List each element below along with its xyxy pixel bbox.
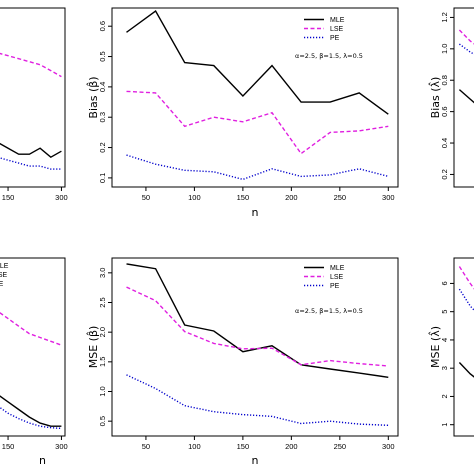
plot-frame (0, 7, 66, 188)
y-tick-label: 0.2 (98, 142, 107, 152)
x-axis-title: n (252, 454, 259, 467)
y-tick-label: 1.2 (440, 12, 449, 22)
legend-label-pe: PE (330, 283, 340, 290)
panel-mse-alpha: 150 300 n MLE LSE PE (0, 257, 68, 467)
legend-label-mle: MLE (0, 263, 9, 270)
y-tick-label: 1 (440, 423, 449, 427)
plot-frame (453, 7, 474, 188)
x-axis-title: n (252, 206, 259, 219)
y-tick-label: 0.4 (98, 82, 107, 92)
series-line-pe (0, 406, 62, 430)
x-tick-label: 250 (334, 193, 347, 202)
x-tick-label: 300 (382, 442, 395, 451)
x-tick-label: 50 (142, 442, 150, 451)
y-tick-label: 4 (440, 338, 449, 342)
series-line-mle (458, 89, 474, 104)
y-axis-title: MSE (λ̂) (428, 326, 442, 368)
legend-label-lse: LSE (330, 26, 344, 33)
plot-frame (0, 257, 66, 437)
series-line-mle (126, 263, 389, 378)
x-axis-title: n (39, 454, 46, 467)
x-tick-label: 100 (188, 442, 201, 451)
legend-label-pe: PE (330, 35, 340, 42)
panel-bias-beta: 50 100 150 200 250 300 0.1 0.2 0.3 0.4 0.5 0.6 Bias … (86, 7, 399, 219)
series-line-pe (458, 288, 474, 312)
series-line-mle (0, 395, 62, 427)
series-line-pe (126, 374, 389, 426)
y-tick-label: 1.0 (98, 386, 107, 396)
x-tick-label: 100 (188, 193, 201, 202)
parameter-annotation: α=2.5, β=1.5, λ=0.5 (295, 307, 363, 315)
plot-frame (453, 257, 474, 437)
y-tick-label: 2.5 (98, 297, 107, 307)
y-tick-label: 6 (440, 281, 449, 285)
y-axis-title: Bias (λ̂) (428, 77, 442, 119)
panel-mse-beta: 50 100 150 200 250 300 0.5 1.0 1.5 2.0 2.5 3.0 MSE (… (86, 257, 399, 467)
x-tick-label: 300 (55, 193, 68, 202)
legend-label-lse: LSE (330, 274, 344, 281)
y-tick-label: 0.8 (440, 75, 449, 85)
series-line-lse (126, 286, 389, 367)
x-tick-label: 200 (285, 193, 298, 202)
y-tick-label: 0.4 (440, 138, 449, 148)
y-tick-label: 3 (440, 366, 449, 370)
y-tick-label: 1.0 (440, 44, 449, 54)
y-axis-title: Bias (β̂) (86, 76, 100, 118)
series-line-mle (126, 9, 389, 115)
y-tick-label: 2.0 (98, 327, 107, 337)
legend-label-pe: PE (0, 281, 4, 288)
series-line-pe (458, 43, 474, 56)
series-line-lse (458, 266, 474, 290)
x-tick-label: 150 (2, 193, 15, 202)
y-tick-label: 0.1 (98, 173, 107, 183)
y-tick-label: 0.5 (98, 416, 107, 426)
legend-label-mle: MLE (330, 17, 345, 24)
series-line-pe (0, 157, 62, 170)
x-tick-label: 150 (237, 442, 250, 451)
x-tick-label: 150 (2, 442, 15, 451)
panel-bias-alpha: 150 300 (0, 7, 68, 202)
series-line-pe (126, 154, 389, 181)
y-tick-label: 0.2 (440, 169, 449, 179)
y-tick-label: 5 (440, 310, 449, 314)
x-tick-label: 300 (382, 193, 395, 202)
plot-frame (111, 257, 399, 437)
series-line-mle (458, 362, 474, 378)
y-tick-label: 0.3 (98, 112, 107, 122)
panel-bias-lambda: 0.2 0.4 0.6 0.8 1.0 1.2 Bias (λ̂) (428, 7, 474, 188)
x-tick-label: 300 (55, 442, 68, 451)
y-tick-label: 0.6 (98, 21, 107, 31)
legend-label-lse: LSE (0, 272, 8, 279)
series-line-lse (126, 90, 389, 155)
x-tick-label: 250 (334, 442, 347, 451)
y-axis-title: MSE (β̂) (86, 326, 100, 369)
y-tick-label: 0.6 (440, 106, 449, 116)
x-tick-label: 150 (237, 193, 250, 202)
panel-mse-lambda: 1 2 3 4 5 6 MSE (λ̂) (428, 257, 474, 437)
x-tick-label: 200 (285, 442, 298, 451)
y-tick-label: 3.0 (98, 268, 107, 278)
y-tick-label: 1.5 (98, 357, 107, 367)
series-line-mle (0, 142, 62, 159)
series-line-lse (0, 52, 62, 78)
legend-label-mle: MLE (330, 265, 345, 272)
x-tick-label: 50 (142, 193, 150, 202)
y-tick-label: 0.5 (98, 51, 107, 61)
plot-frame (111, 7, 399, 188)
series-line-lse (0, 311, 62, 346)
parameter-annotation: α=2.5, β=1.5, λ=0.5 (295, 52, 363, 60)
y-tick-label: 2 (440, 394, 449, 398)
series-line-lse (458, 29, 474, 45)
